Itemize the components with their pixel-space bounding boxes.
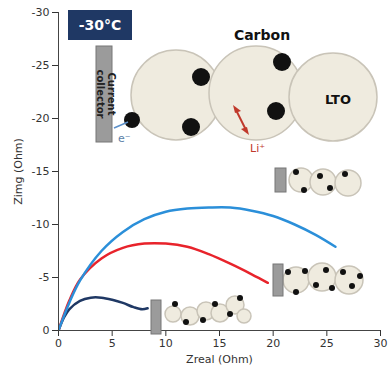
svg-text:30: 30 [374,337,388,350]
svg-text:-15: -15 [32,165,50,178]
svg-text:-20: -20 [32,112,50,125]
svg-text:e⁻: e⁻ [118,132,131,145]
svg-text:Li⁺: Li⁺ [250,142,265,155]
svg-text:-30: -30 [32,6,50,19]
svg-text:Zreal (Ohm): Zreal (Ohm) [186,353,253,366]
svg-text:LTO: LTO [325,92,351,107]
svg-text:Carbon: Carbon [234,27,290,43]
svg-text:Currentcollector: Currentcollector [95,70,117,119]
svg-text:5: 5 [109,337,116,350]
svg-text:10: 10 [159,337,173,350]
svg-text:0: 0 [43,324,50,337]
svg-text:20: 20 [266,337,280,350]
svg-text:-10: -10 [32,218,50,231]
svg-text:25: 25 [320,337,334,350]
svg-text:15: 15 [213,337,227,350]
svg-text:0: 0 [55,337,62,350]
svg-text:-30°C: -30°C [79,17,122,33]
svg-text:Zimg (Ohm): Zimg (Ohm) [12,138,25,205]
svg-text:-25: -25 [32,59,50,72]
svg-text:-5: -5 [39,271,50,284]
